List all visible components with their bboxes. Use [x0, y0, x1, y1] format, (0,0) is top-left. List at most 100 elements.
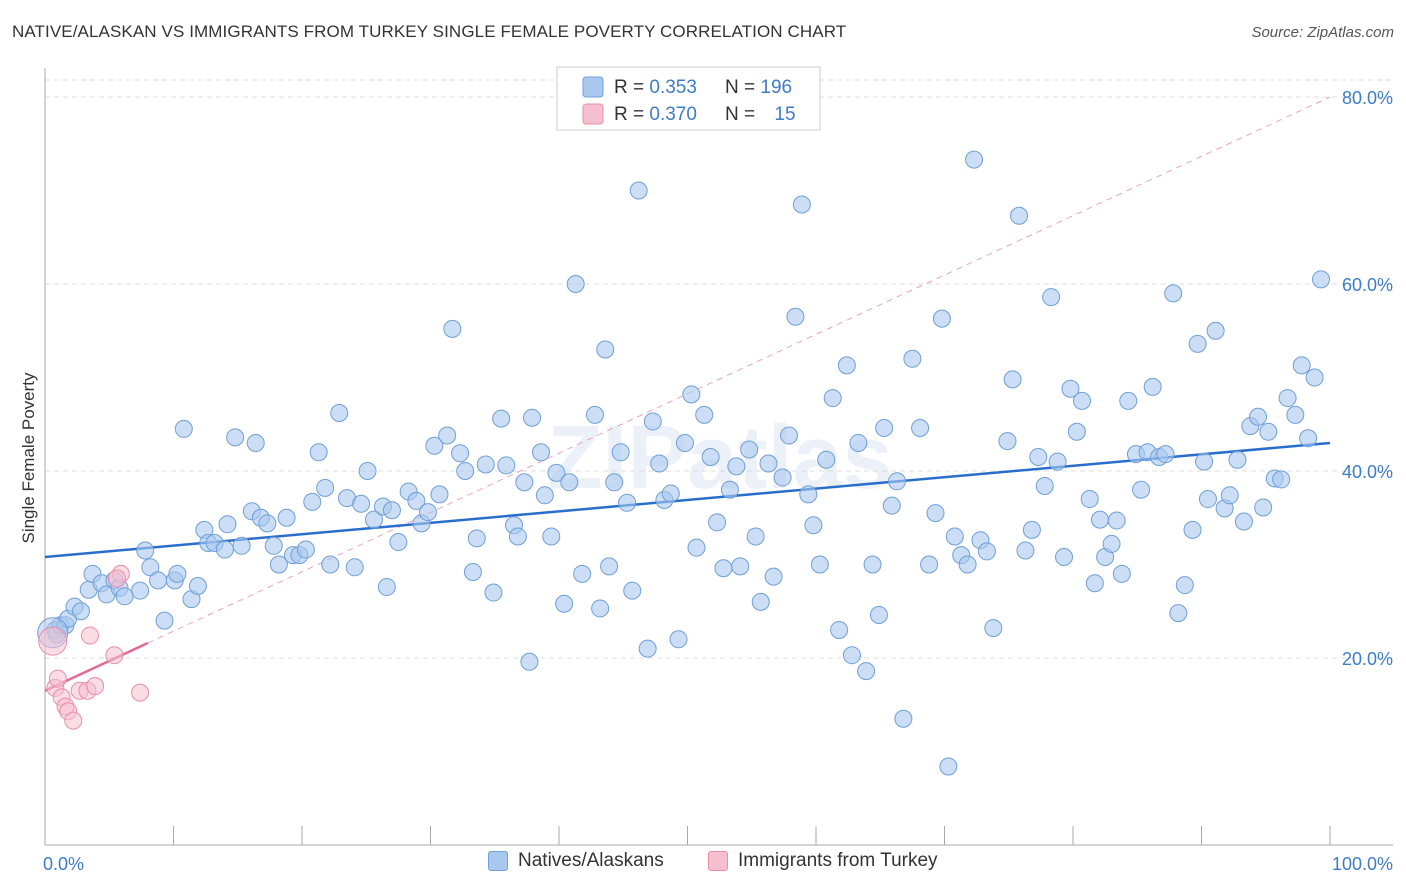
data-point-natives	[258, 514, 277, 533]
data-point-natives	[303, 492, 322, 511]
data-point-natives	[1169, 604, 1188, 623]
data-point-natives	[998, 432, 1017, 451]
data-point-natives	[1035, 476, 1054, 495]
data-point-natives	[1228, 450, 1247, 469]
legend-r-value: 0.353	[649, 77, 697, 98]
data-point-natives	[131, 581, 150, 600]
data-point-natives	[174, 419, 193, 438]
data-point-natives	[309, 443, 328, 462]
data-point-natives	[863, 555, 882, 574]
data-point-turkey	[38, 626, 68, 656]
data-point-natives	[492, 409, 511, 428]
data-point-natives	[484, 583, 503, 602]
data-point-natives	[1156, 445, 1175, 464]
data-point-natives	[1090, 510, 1109, 529]
data-point-natives	[1272, 470, 1291, 489]
data-point-natives	[1072, 391, 1091, 410]
data-point-natives	[456, 462, 475, 480]
legend-n-value: 196	[760, 77, 792, 98]
data-point-natives	[418, 503, 437, 522]
legend-swatch-natives	[582, 76, 604, 98]
data-point-turkey	[86, 677, 105, 696]
data-point-turkey	[80, 626, 99, 645]
data-point-natives	[476, 455, 495, 474]
data-point-natives	[1016, 541, 1035, 560]
data-point-turkey	[105, 646, 124, 665]
svg-text:R = 0.353: R = 0.353	[614, 77, 697, 98]
data-point-natives	[535, 486, 554, 505]
data-point-natives	[463, 562, 482, 581]
data-point-natives	[1286, 405, 1305, 424]
y-tick-label: 40.0%	[1342, 462, 1393, 482]
data-point-natives	[1292, 356, 1311, 375]
data-point-natives	[751, 592, 770, 611]
data-point-natives	[903, 349, 922, 368]
data-point-natives	[1278, 389, 1297, 408]
data-point-natives	[1061, 379, 1080, 398]
y-tick-label: 20.0%	[1342, 649, 1393, 669]
data-point-natives	[382, 501, 401, 520]
data-point-natives	[467, 529, 486, 548]
data-point-natives	[708, 513, 727, 532]
svg-text:R = 0.370: R = 0.370	[614, 104, 697, 125]
data-point-natives	[764, 567, 783, 586]
data-point-turkey	[64, 711, 83, 730]
data-point-natives	[1259, 422, 1278, 441]
data-point-natives	[984, 619, 1003, 638]
data-point-natives	[857, 662, 876, 681]
svg-text:N = 196: N = 196	[725, 77, 792, 98]
data-point-natives	[555, 594, 574, 613]
data-point-natives	[264, 536, 283, 555]
data-point-natives	[1183, 520, 1202, 539]
data-point-natives	[451, 444, 470, 463]
y-tick-label: 80.0%	[1342, 88, 1393, 108]
data-point-natives	[1305, 368, 1324, 387]
data-point-natives	[1055, 548, 1074, 567]
axis-layer	[44, 68, 1393, 846]
data-point-natives	[188, 577, 207, 596]
data-point-natives	[218, 515, 237, 534]
data-point-natives	[786, 307, 805, 326]
data-point-natives	[1085, 574, 1104, 593]
data-point-natives	[168, 564, 187, 583]
chart-title: NATIVE/ALASKAN VS IMMIGRANTS FROM TURKEY…	[12, 22, 847, 41]
points-layer	[37, 150, 1331, 776]
data-point-natives	[1010, 206, 1029, 225]
data-point-natives	[155, 611, 174, 630]
data-point-natives	[1022, 520, 1041, 539]
data-point-natives	[780, 426, 799, 445]
data-point-natives	[965, 150, 984, 169]
data-point-natives	[425, 436, 444, 455]
data-point-natives	[837, 356, 856, 375]
data-point-natives	[246, 433, 265, 452]
watermark: ZIPatlas	[547, 408, 892, 508]
data-point-natives	[1206, 321, 1225, 340]
data-point-natives	[618, 493, 637, 512]
data-point-natives	[226, 428, 245, 447]
data-point-natives	[407, 491, 426, 510]
data-point-natives	[1220, 486, 1239, 505]
data-point-natives	[842, 646, 861, 665]
data-point-natives	[817, 450, 836, 469]
data-point-natives	[1132, 480, 1151, 499]
legend-r-label: R =	[614, 104, 649, 125]
data-point-natives	[585, 405, 604, 424]
data-point-natives	[345, 558, 364, 577]
data-point-natives	[623, 581, 642, 600]
data-point-natives	[515, 473, 534, 492]
legend-swatch-turkey	[582, 103, 604, 125]
data-point-natives	[687, 538, 706, 557]
data-point-natives	[1042, 288, 1061, 307]
data-point-natives	[958, 555, 977, 574]
data-point-natives	[1143, 377, 1162, 396]
data-point-natives	[71, 602, 90, 621]
data-point-natives	[911, 418, 930, 437]
data-point-natives	[882, 496, 901, 515]
data-point-natives	[746, 527, 765, 546]
data-point-natives	[532, 443, 551, 462]
data-point-natives	[438, 426, 457, 445]
data-point-natives	[232, 536, 251, 555]
data-point-natives	[1234, 512, 1253, 531]
legend-n-value: 15	[774, 104, 795, 125]
legend-swatch-turkey	[708, 851, 728, 871]
